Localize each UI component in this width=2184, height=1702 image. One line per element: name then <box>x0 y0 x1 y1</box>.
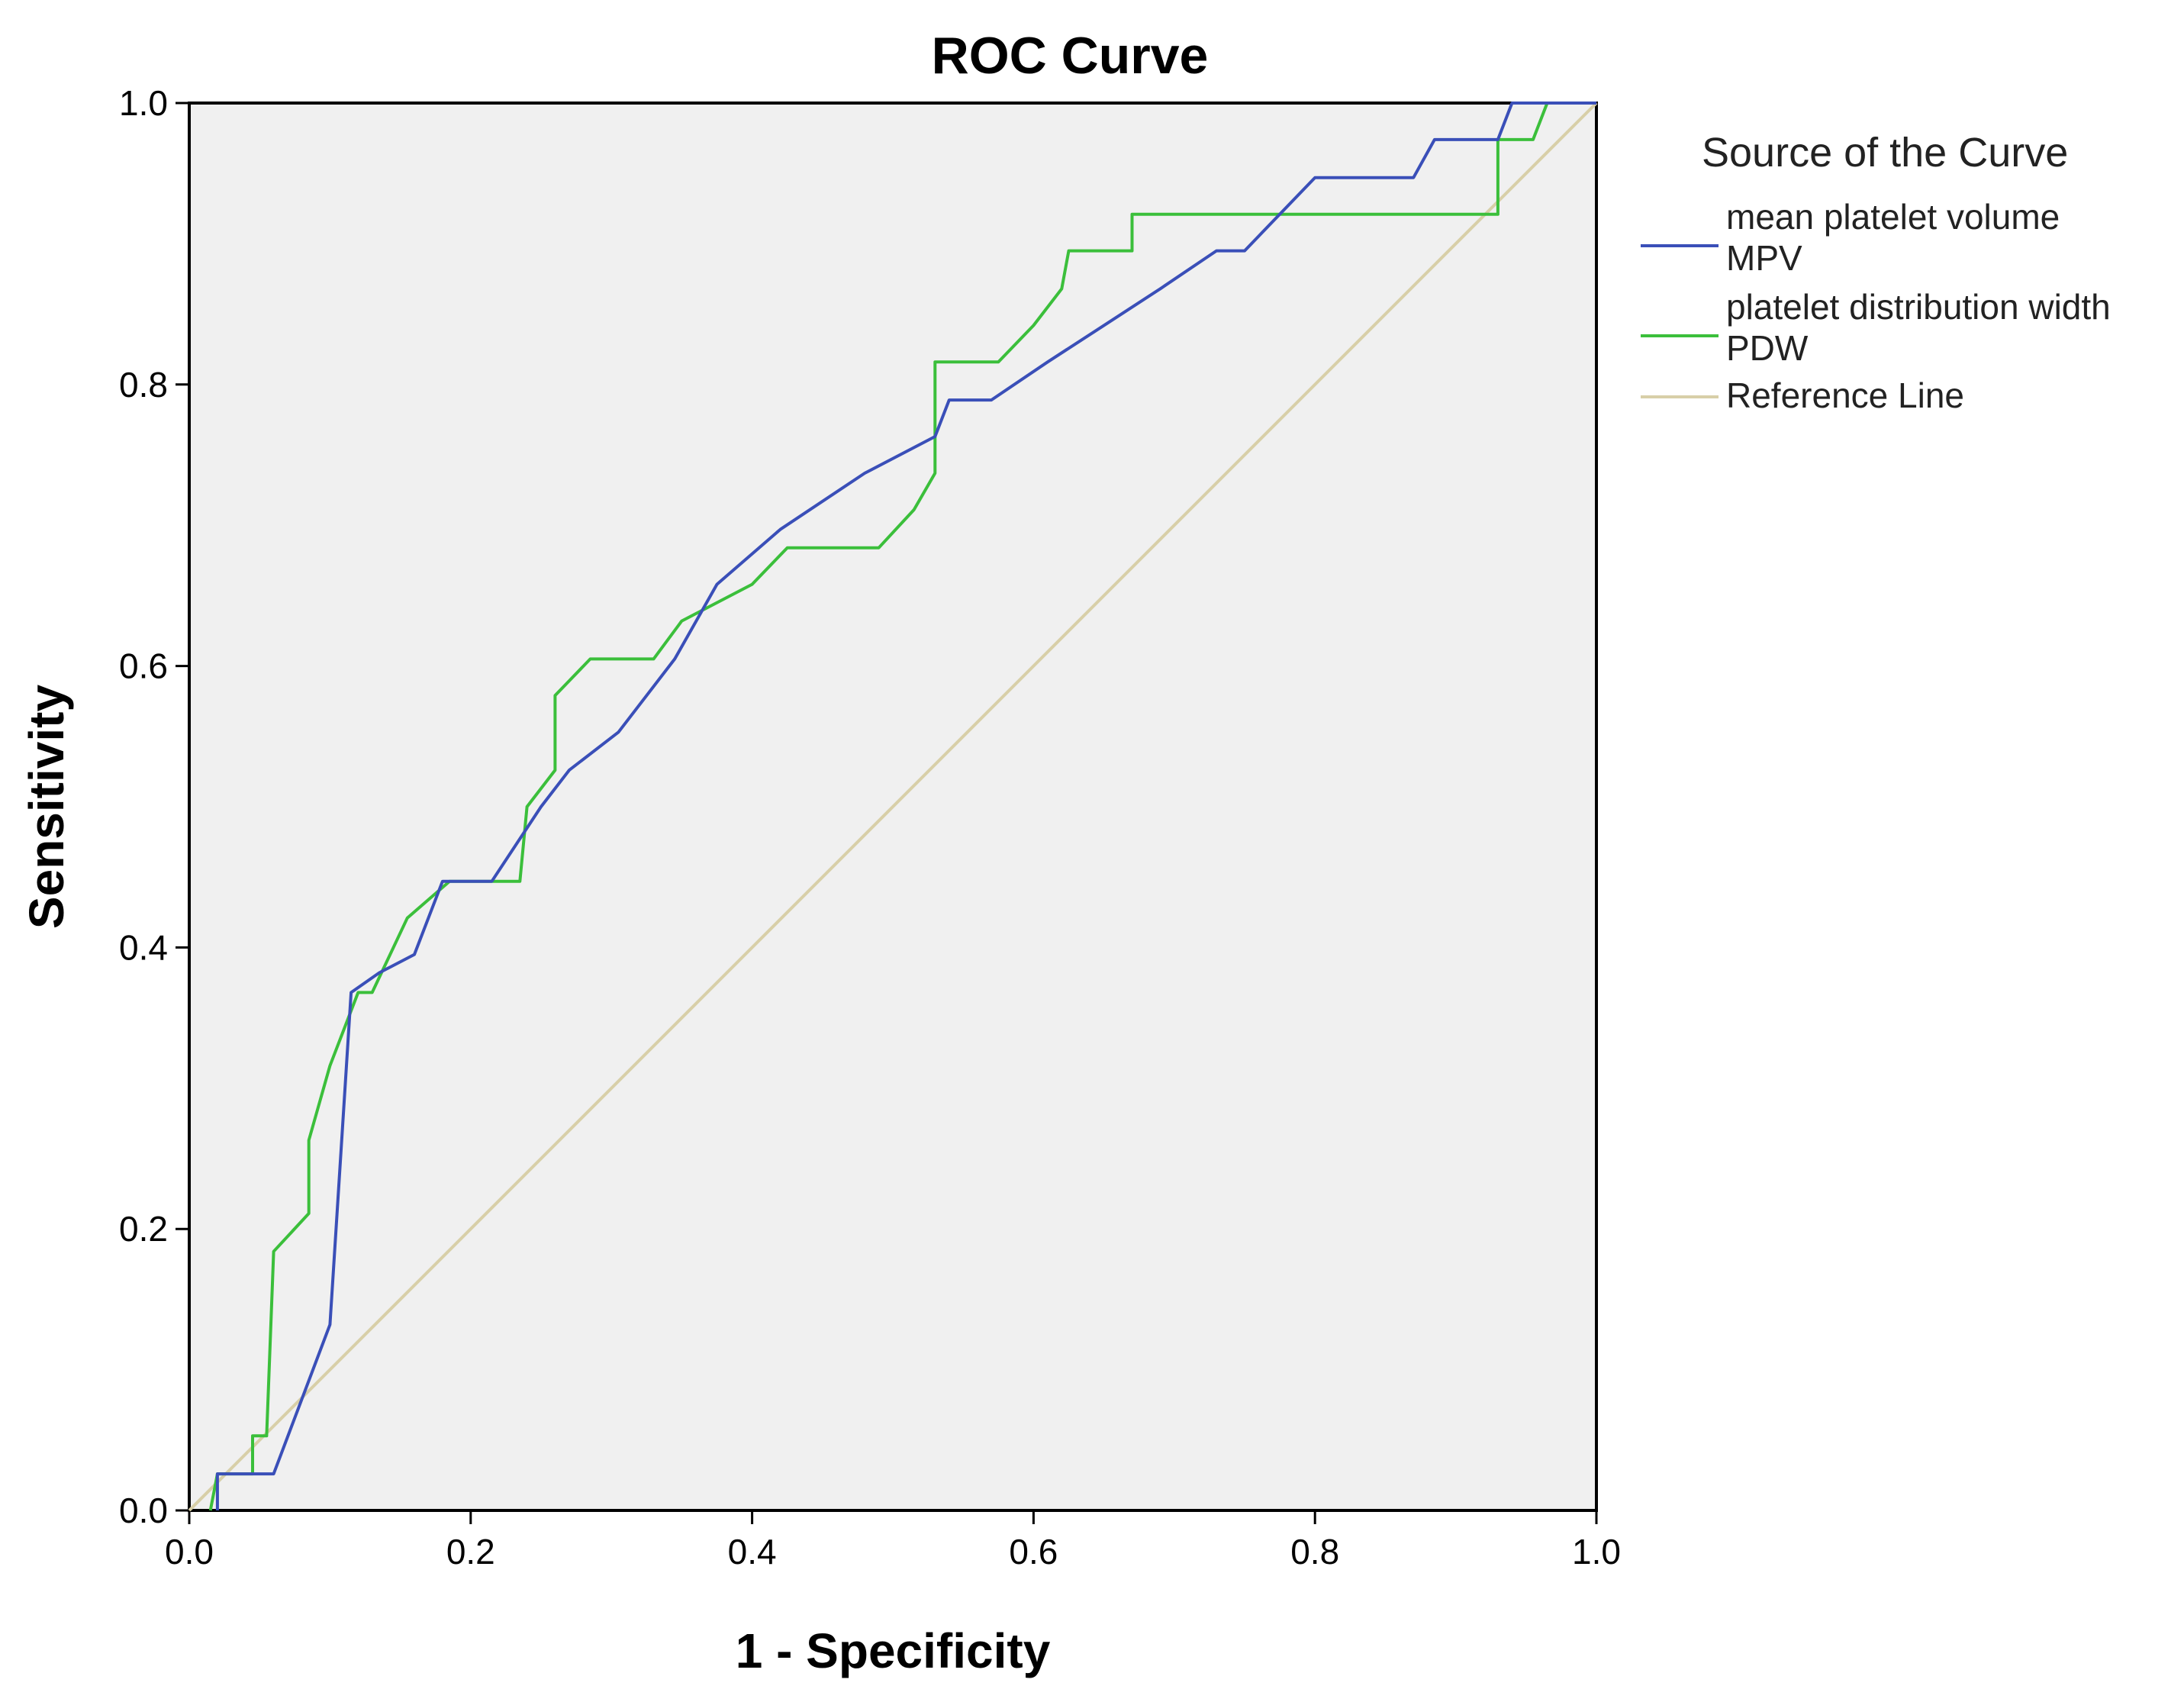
x-tick-label: 0.8 <box>1290 1532 1339 1571</box>
legend-entry-label: platelet distribution width <box>1726 287 2111 327</box>
y-tick-label: 0.6 <box>119 646 168 686</box>
series-line-1 <box>215 102 1596 1510</box>
series-lines <box>188 102 1598 1512</box>
legend-entry-label: Reference Line <box>1726 376 1964 415</box>
legend-entry-label-line2: PDW <box>1726 328 1809 368</box>
legend-entry-label: mean platelet volume <box>1726 197 2060 237</box>
y-axis-label: Sensitivity <box>19 685 74 930</box>
y-tick-label: 0.8 <box>119 365 168 405</box>
y-tick-label: 1.0 <box>119 83 168 123</box>
chart-title: ROC Curve <box>932 27 1209 85</box>
series-line-2 <box>208 102 1596 1511</box>
x-tick-label: 1.0 <box>1572 1532 1621 1571</box>
legend-title: Source of the Curve <box>1702 130 2068 176</box>
series-line-3 <box>188 102 1598 1512</box>
legend-entry-label-line2: MPV <box>1726 238 1802 278</box>
x-tick-label: 0.0 <box>165 1532 214 1571</box>
y-tick-label: 0.4 <box>119 927 168 967</box>
x-tick-label: 0.6 <box>1009 1532 1058 1571</box>
x-tick-label: 0.2 <box>446 1532 495 1571</box>
x-axis-label: 1 - Specificity <box>736 1623 1051 1678</box>
x-tick-label: 0.4 <box>728 1532 777 1571</box>
y-tick-label: 0.2 <box>119 1209 168 1249</box>
y-tick-label: 0.0 <box>119 1491 168 1530</box>
legend: Source of the Curve mean platelet volume… <box>1641 130 2111 415</box>
axis-ticks: 0.0 0.2 0.4 0.6 0.8 1.0 0.0 0.2 0.4 0.6 0.8 1.0 <box>119 83 1621 1571</box>
